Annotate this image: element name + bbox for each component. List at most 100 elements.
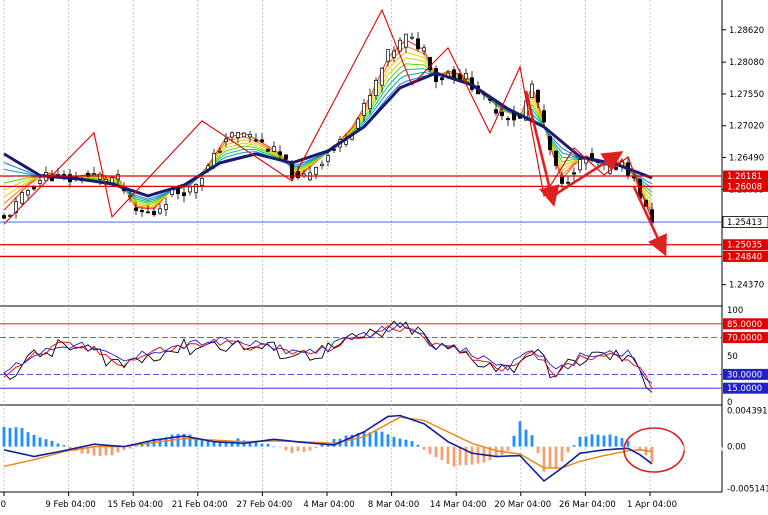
candle-body — [536, 89, 540, 103]
macd-histogram-bar — [224, 440, 228, 447]
macd-panel — [2, 414, 654, 483]
macd-histogram-bar — [560, 446, 564, 462]
macd-histogram-bar — [302, 446, 306, 452]
candle-body — [20, 192, 24, 204]
macd-histogram-bar — [440, 446, 444, 460]
macd-histogram-bar — [476, 446, 480, 464]
macd-histogram-bar — [290, 446, 294, 453]
x-tick-label: 8 Mar 04:00 — [368, 500, 419, 510]
candle-body — [278, 151, 282, 156]
candle-body — [92, 173, 96, 175]
macd-histogram-bar — [278, 446, 282, 448]
macd-histogram-bar — [296, 446, 300, 452]
candle-body — [296, 171, 300, 178]
x-tick-label: 21 Feb 04:00 — [172, 500, 228, 510]
y-tick-label: 1.28080 — [729, 58, 764, 68]
oscillator-tag: 70.0000 — [723, 332, 768, 344]
price-tag-label: 1.24840 — [727, 252, 762, 262]
watermark-text: @TMGM — [671, 441, 729, 457]
candle-body — [140, 210, 144, 213]
candle-body — [590, 153, 594, 159]
candle-body — [116, 174, 120, 180]
macd-histogram-bar — [20, 428, 24, 447]
candle-body — [398, 39, 402, 52]
macd-histogram-bar — [164, 437, 168, 447]
macd-histogram-bar — [56, 443, 60, 447]
macd-histogram-bar — [410, 441, 414, 447]
macd-histogram-bar — [314, 446, 318, 448]
macd-histogram-bar — [38, 437, 42, 447]
macd-main-line — [3, 414, 653, 483]
oscillator-panel — [0, 320, 722, 393]
macd-histogram-bar — [356, 433, 360, 447]
candle-body — [530, 83, 534, 98]
candle-body — [404, 33, 408, 48]
candle-body — [392, 50, 396, 58]
macd-histogram-bar — [422, 446, 426, 450]
candle-body — [134, 207, 138, 211]
macd-histogram-bar — [542, 446, 546, 472]
candle-body — [266, 149, 270, 152]
macd-histogram-bar — [32, 434, 36, 447]
macd-histogram-bar — [446, 446, 450, 464]
candle-body — [272, 146, 276, 152]
price-tag-box — [723, 250, 768, 262]
trend-arrow — [552, 151, 624, 197]
oscillator-axis-label: 100 — [727, 306, 743, 316]
macd-histogram-bar — [452, 446, 456, 467]
candle-body — [242, 132, 246, 138]
macd-histogram-bar — [266, 443, 270, 447]
macd-histogram-bar — [548, 446, 552, 469]
price-tag-box — [722, 216, 768, 228]
candle-body — [542, 110, 546, 123]
macd-histogram-bar — [458, 446, 462, 466]
candle-body — [362, 103, 366, 116]
macd-histogram-bar — [380, 431, 384, 447]
candle-body — [440, 77, 444, 81]
x-tick-label: 14 Mar 04:00 — [430, 500, 487, 510]
macd-histogram-bar — [212, 441, 216, 447]
candle-body — [284, 154, 288, 160]
oscillator-tag-box — [723, 368, 768, 380]
price-tag: 1.25413 — [722, 216, 768, 228]
macd-histogram-bar — [650, 446, 654, 462]
candle-body — [464, 73, 468, 80]
macd-histogram-bar — [50, 440, 54, 447]
y-tick-label: 1.28620 — [729, 26, 764, 36]
macd-histogram-bar — [584, 436, 588, 447]
y-tick-label: 1.27020 — [729, 122, 764, 132]
macd-histogram-bar — [470, 446, 474, 465]
oscillator-line — [3, 321, 653, 384]
price-tag-box — [723, 170, 768, 182]
macd-histogram-bar — [518, 421, 522, 447]
macd-histogram-bar — [374, 431, 378, 447]
price-tag-box — [723, 180, 768, 192]
candle-body — [56, 173, 60, 176]
candle-body — [26, 190, 30, 196]
x-tick-label: 15 Feb 04:00 — [107, 500, 163, 510]
macd-histogram-bar — [530, 435, 534, 447]
price-tag: 1.26008 — [723, 180, 768, 192]
candle-body — [422, 47, 426, 52]
oscillator-tag-label: 70.0000 — [727, 334, 762, 344]
macd-histogram-bar — [176, 434, 180, 447]
candle-body — [356, 118, 360, 129]
y-tick-label: 1.27550 — [729, 90, 764, 100]
candle-body — [614, 166, 618, 170]
macd-histogram-bar — [254, 440, 258, 447]
macd-histogram-bar — [2, 426, 6, 447]
price-tag-label: 1.26181 — [727, 172, 762, 182]
macd-histogram-bar — [464, 446, 468, 466]
y-tick-label: 1.24370 — [729, 281, 764, 291]
macd-histogram-bar — [398, 438, 402, 447]
candle-body — [98, 173, 102, 180]
candle-body — [548, 136, 552, 151]
price-tag: 1.24840 — [723, 250, 768, 262]
macd-histogram-bar — [578, 436, 582, 447]
oscillator-tag: 30.0000 — [723, 368, 768, 380]
candle-body — [326, 155, 330, 162]
macd-histogram-bar — [194, 437, 198, 447]
macd-histogram-bar — [188, 434, 192, 447]
